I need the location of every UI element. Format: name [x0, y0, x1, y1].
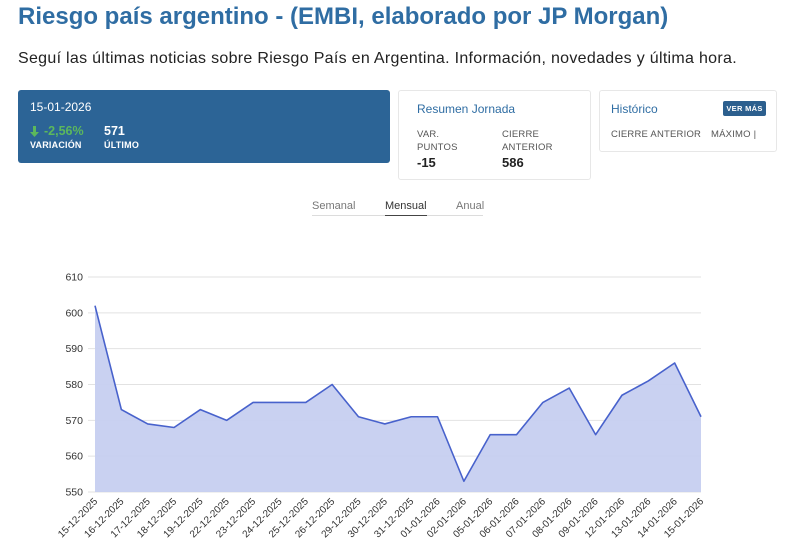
var-points-label: VAR. PUNTOS — [417, 129, 458, 153]
page-subtitle: Seguí las últimas noticias sobre Riesgo … — [18, 50, 737, 67]
y-tick-label: 580 — [65, 379, 83, 391]
data-point[interactable] — [92, 303, 98, 309]
area-fill — [95, 305, 701, 492]
data-point[interactable] — [593, 432, 599, 438]
tab-semanal[interactable]: Semanal — [312, 200, 356, 212]
data-point[interactable] — [250, 399, 256, 405]
ver-mas-button[interactable]: VER MÁS — [723, 101, 766, 116]
tab-mensual[interactable]: Mensual — [385, 199, 427, 216]
data-point[interactable] — [514, 432, 520, 438]
previous-close-label: CIERRE ANTERIOR — [502, 129, 553, 153]
data-point[interactable] — [461, 478, 467, 484]
y-tick-label: 550 — [65, 487, 83, 499]
data-point[interactable] — [619, 392, 625, 398]
y-tick-label: 560 — [65, 451, 83, 463]
historico-max-label: MÁXIMO | — [711, 129, 757, 140]
data-point[interactable] — [645, 378, 651, 384]
data-point[interactable] — [487, 432, 493, 438]
data-point[interactable] — [197, 407, 203, 413]
y-tick-label: 570 — [65, 415, 83, 427]
period-tabs: Semanal Mensual Anual — [312, 199, 485, 216]
data-point[interactable] — [145, 421, 151, 427]
summary-card: 15-01-2026 -2,56% VARIACIÓN 571 ÚLTIMO — [18, 90, 390, 163]
data-point[interactable] — [566, 385, 572, 391]
data-point[interactable] — [118, 407, 124, 413]
data-point[interactable] — [171, 425, 177, 431]
historico-title: Histórico — [611, 102, 658, 116]
tab-anual[interactable]: Anual — [456, 200, 485, 212]
historico-previous-close-label: CIERRE ANTERIOR — [611, 129, 702, 140]
historico-card: Histórico VER MÁS CIERRE ANTERIOR MÁXIMO… — [599, 90, 777, 152]
y-tick-label: 600 — [65, 307, 83, 319]
data-point[interactable] — [408, 414, 414, 420]
page-title: Riesgo país argentino - (EMBI, elaborado… — [18, 3, 669, 30]
data-point[interactable] — [382, 421, 388, 427]
var-points-value: -15 — [417, 155, 436, 170]
data-point[interactable] — [672, 360, 678, 366]
data-point[interactable] — [355, 414, 361, 420]
data-point[interactable] — [329, 382, 335, 388]
series-line — [94, 305, 702, 483]
y-tick-label: 590 — [65, 343, 83, 355]
data-point[interactable] — [224, 417, 230, 423]
variation-text: -2,56% — [44, 124, 84, 138]
data-point[interactable] — [303, 399, 309, 405]
riesgo-pais-chart: 55056057058059060061015-12-202516-12-202… — [56, 272, 706, 541]
variation-value: -2,56% — [30, 124, 84, 138]
data-point[interactable] — [540, 399, 546, 405]
data-point[interactable] — [435, 414, 441, 420]
variation-label: VARIACIÓN — [30, 140, 82, 150]
resumen-title: Resumen Jornada — [417, 102, 516, 116]
data-point[interactable] — [698, 414, 704, 420]
y-tick-label: 610 — [65, 272, 83, 284]
data-point[interactable] — [276, 399, 282, 405]
arrow-down-icon — [30, 125, 39, 137]
previous-close-value: 586 — [502, 155, 524, 170]
last-label: ÚLTIMO — [104, 140, 140, 150]
summary-date: 15-01-2026 — [30, 100, 92, 114]
resumen-jornada-card: Resumen Jornada VAR. PUNTOS -15 CIERRE A… — [398, 90, 591, 180]
last-value: 571 — [104, 124, 125, 138]
